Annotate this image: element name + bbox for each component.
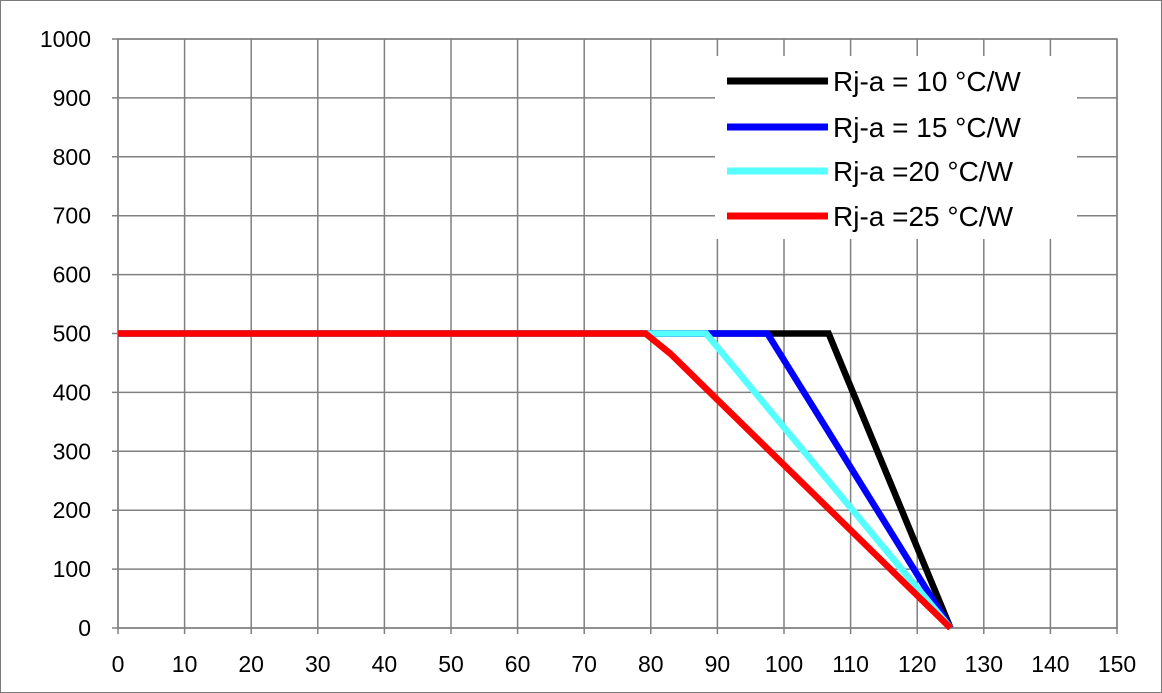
y-tick-label: 400 [53, 379, 91, 405]
x-tick-label: 130 [965, 651, 1003, 677]
x-tick-label: 20 [238, 651, 264, 677]
x-tick-label: 60 [505, 651, 531, 677]
legend-label: Rj-a = 10 °C/W [833, 66, 1021, 97]
legend: Rj-a = 10 °C/W Rj-a = 15 °C/W Rj-a =20 °C/… [715, 56, 1077, 239]
y-tick-label: 900 [53, 85, 91, 111]
x-tick-label: 50 [438, 651, 464, 677]
series-line-3 [118, 330, 954, 631]
x-tick-label: 80 [638, 651, 664, 677]
y-tick-label: 1000 [40, 26, 91, 52]
y-tick-label: 500 [53, 321, 91, 347]
series-lines [118, 330, 954, 631]
x-tick-label: 30 [305, 651, 331, 677]
x-tick-label: 150 [1098, 651, 1136, 677]
y-tick-label: 300 [53, 438, 91, 464]
y-tick-label: 0 [78, 615, 91, 641]
legend-label: Rj-a =20 °C/W [833, 156, 1014, 187]
series-line-4 [118, 330, 953, 631]
x-tick-label: 40 [372, 651, 398, 677]
y-tick-label: 200 [53, 497, 91, 523]
x-tick-label: 0 [112, 651, 125, 677]
x-tick-label: 90 [705, 651, 731, 677]
y-tick-label: 600 [53, 262, 91, 288]
x-tick-label: 120 [898, 651, 936, 677]
x-tick-label: 110 [832, 651, 869, 677]
legend-label: Rj-a =25 °C/W [833, 201, 1014, 232]
legend-label: Rj-a = 15 °C/W [833, 112, 1021, 143]
legend-box [715, 56, 1077, 239]
x-tick-label: 140 [1031, 651, 1069, 677]
x-tick-label: 100 [765, 651, 803, 677]
x-tick-label: 70 [571, 651, 597, 677]
axes: 0 10 20 30 40 50 60 70 80 90 100 110 120 130 140 150 0 10… [40, 26, 1136, 677]
y-tick-label: 700 [53, 203, 91, 229]
x-tick-label: 10 [172, 651, 198, 677]
y-tick-label: 800 [53, 144, 91, 170]
y-tick-label: 100 [53, 556, 91, 582]
